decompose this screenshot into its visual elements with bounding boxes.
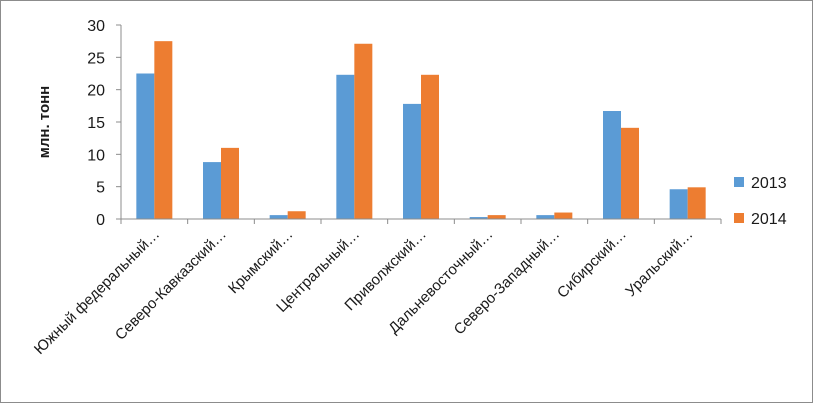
y-tick-label: 25 bbox=[87, 50, 105, 67]
bar-2013-4 bbox=[336, 74, 355, 219]
y-tick-label: 0 bbox=[96, 212, 105, 229]
bar-2014-4 bbox=[354, 43, 373, 220]
y-tick-label: 30 bbox=[87, 18, 105, 35]
y-tick-label: 5 bbox=[96, 180, 105, 197]
bars bbox=[136, 41, 706, 220]
bar-2014-3 bbox=[287, 211, 306, 219]
x-category-label: Южный федеральный… bbox=[31, 226, 163, 358]
x-axis: Южный федеральный…Северо-Кавказский…Крым… bbox=[31, 218, 722, 358]
x-category-label: Сибирский… bbox=[554, 226, 630, 302]
bar-2014-7 bbox=[554, 212, 573, 219]
legend-swatch-2014 bbox=[734, 213, 744, 223]
y-axis-label: млн. тонн bbox=[36, 86, 53, 158]
bar-2013-9 bbox=[669, 189, 688, 219]
bar-2013-6 bbox=[469, 217, 488, 219]
bar-2014-6 bbox=[487, 215, 506, 219]
legend-label-2013: 2013 bbox=[751, 175, 787, 192]
legend: 2013 2014 bbox=[734, 175, 787, 228]
x-category-label: Крымский… bbox=[225, 226, 296, 297]
bar-2014-9 bbox=[687, 187, 706, 219]
bar-2013-5 bbox=[403, 103, 421, 219]
bar-2013-3 bbox=[269, 215, 288, 219]
bar-2013-7 bbox=[536, 215, 555, 219]
bar-2014-1 bbox=[154, 41, 173, 219]
bar-2014-5 bbox=[421, 74, 439, 219]
bar-2013-2 bbox=[203, 162, 221, 219]
x-category-label: Северо-Кавказский… bbox=[112, 226, 230, 344]
y-axis: 0 5 10 15 20 25 30 bbox=[87, 18, 122, 229]
bar-2014-8 bbox=[621, 127, 639, 219]
legend-swatch-2013 bbox=[734, 177, 744, 187]
bar-2013-8 bbox=[603, 111, 621, 219]
bar-2014-2 bbox=[221, 147, 239, 219]
x-category-label: Уральский… bbox=[622, 226, 696, 300]
bar-2013-1 bbox=[136, 73, 155, 219]
y-tick-label: 10 bbox=[87, 147, 105, 164]
legend-label-2014: 2014 bbox=[751, 211, 787, 228]
y-tick-label: 15 bbox=[87, 115, 105, 132]
y-tick-label: 20 bbox=[87, 83, 105, 100]
